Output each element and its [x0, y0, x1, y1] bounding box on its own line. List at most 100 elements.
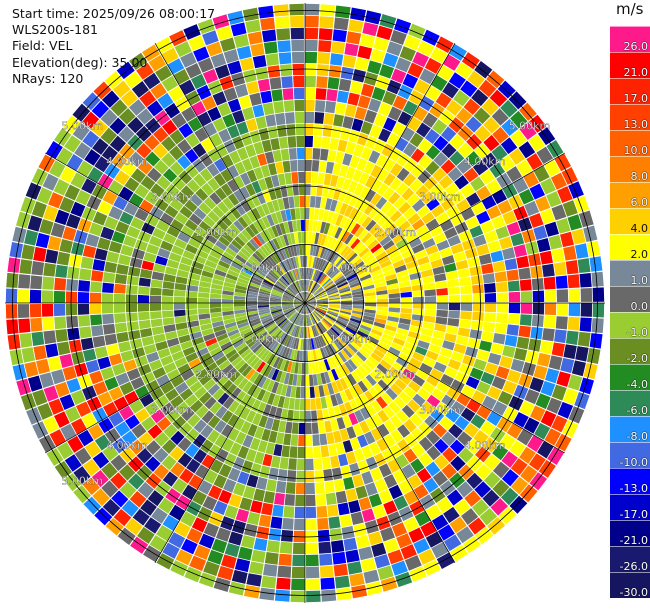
range-gate [116, 331, 129, 343]
range-gate [305, 494, 316, 507]
range-gate [230, 22, 247, 37]
range-gate [139, 268, 153, 279]
range-gate [378, 102, 392, 117]
range-gate [357, 380, 369, 393]
range-gate [208, 485, 223, 500]
range-gate [111, 363, 126, 376]
range-gate [349, 462, 361, 476]
range-gate [509, 495, 528, 514]
range-gate [305, 159, 312, 172]
range-gate [356, 267, 369, 276]
range-gate [409, 178, 423, 193]
range-gate [285, 385, 292, 398]
range-gate [296, 219, 301, 232]
range-gate [301, 243, 305, 256]
range-gate [283, 372, 291, 385]
range-gate [170, 375, 185, 388]
range-gate [481, 331, 494, 343]
range-gate [296, 458, 305, 471]
range-gate [312, 244, 318, 257]
range-gate [512, 177, 529, 194]
range-gate [237, 546, 253, 561]
range-gate [469, 329, 482, 340]
range-gate [359, 324, 372, 332]
range-gate [310, 282, 317, 293]
range-gate [109, 117, 127, 135]
range-gate [319, 16, 334, 29]
range-gate [305, 135, 314, 148]
range-gate [31, 168, 48, 186]
range-gate [118, 108, 136, 125]
range-gate [469, 265, 482, 277]
range-gate [218, 337, 231, 347]
range-gate [270, 327, 280, 337]
range-gate [364, 519, 379, 534]
range-gate [504, 334, 518, 347]
range-gate [540, 410, 557, 427]
range-gate [311, 325, 316, 337]
range-gate [528, 338, 542, 352]
range-gate [411, 218, 425, 231]
range-gate [261, 502, 274, 516]
range-gate [215, 355, 228, 367]
range-gate [363, 342, 375, 352]
range-gate [589, 256, 603, 272]
range-gate [299, 350, 303, 363]
range-gate [484, 292, 497, 303]
range-gate [240, 420, 252, 434]
range-gate [273, 285, 285, 293]
range-gate [487, 352, 502, 366]
range-gate [372, 247, 385, 257]
range-gate [225, 273, 238, 281]
range-gate [175, 322, 188, 331]
range-gate [312, 325, 318, 337]
range-gate [275, 316, 286, 324]
range-gate [245, 300, 258, 303]
range-gate [388, 249, 401, 260]
range-gate [480, 420, 496, 436]
range-gate [305, 303, 310, 314]
range-gate [435, 280, 448, 289]
range-gate [222, 286, 235, 292]
range-gate [377, 341, 390, 351]
range-gate [201, 328, 214, 337]
range-gate [305, 183, 311, 196]
range-gate [298, 183, 305, 196]
range-gate [154, 432, 170, 447]
range-gate [314, 324, 321, 336]
range-gate [361, 508, 376, 523]
range-gate [324, 345, 332, 357]
range-gate [261, 281, 273, 289]
range-gate [434, 323, 447, 333]
range-gate [240, 200, 251, 213]
range-gate [170, 430, 185, 446]
range-gate [45, 343, 59, 358]
range-gate [136, 108, 154, 125]
range-gate [326, 288, 338, 295]
range-gate [376, 231, 389, 243]
range-gate [284, 322, 292, 333]
range-gate [257, 440, 268, 453]
range-gate [544, 289, 557, 303]
range-gate [344, 43, 359, 57]
range-gate [269, 269, 280, 279]
range-gate [325, 285, 337, 293]
range-gate [79, 268, 92, 281]
range-gate [246, 383, 257, 396]
range-gate [472, 303, 485, 312]
range-gate [269, 304, 282, 307]
range-gate [150, 311, 162, 320]
range-gate [394, 264, 407, 273]
range-gate [421, 327, 434, 337]
range-gate [214, 187, 227, 201]
range-gate [59, 394, 75, 411]
range-gate [281, 261, 289, 272]
range-gate [335, 321, 346, 329]
range-gate [237, 445, 250, 460]
range-gate [358, 365, 369, 377]
range-gate [465, 150, 481, 167]
range-gate [387, 549, 404, 565]
range-gate [214, 329, 227, 338]
range-gate [305, 303, 314, 311]
range-gate [270, 253, 279, 265]
